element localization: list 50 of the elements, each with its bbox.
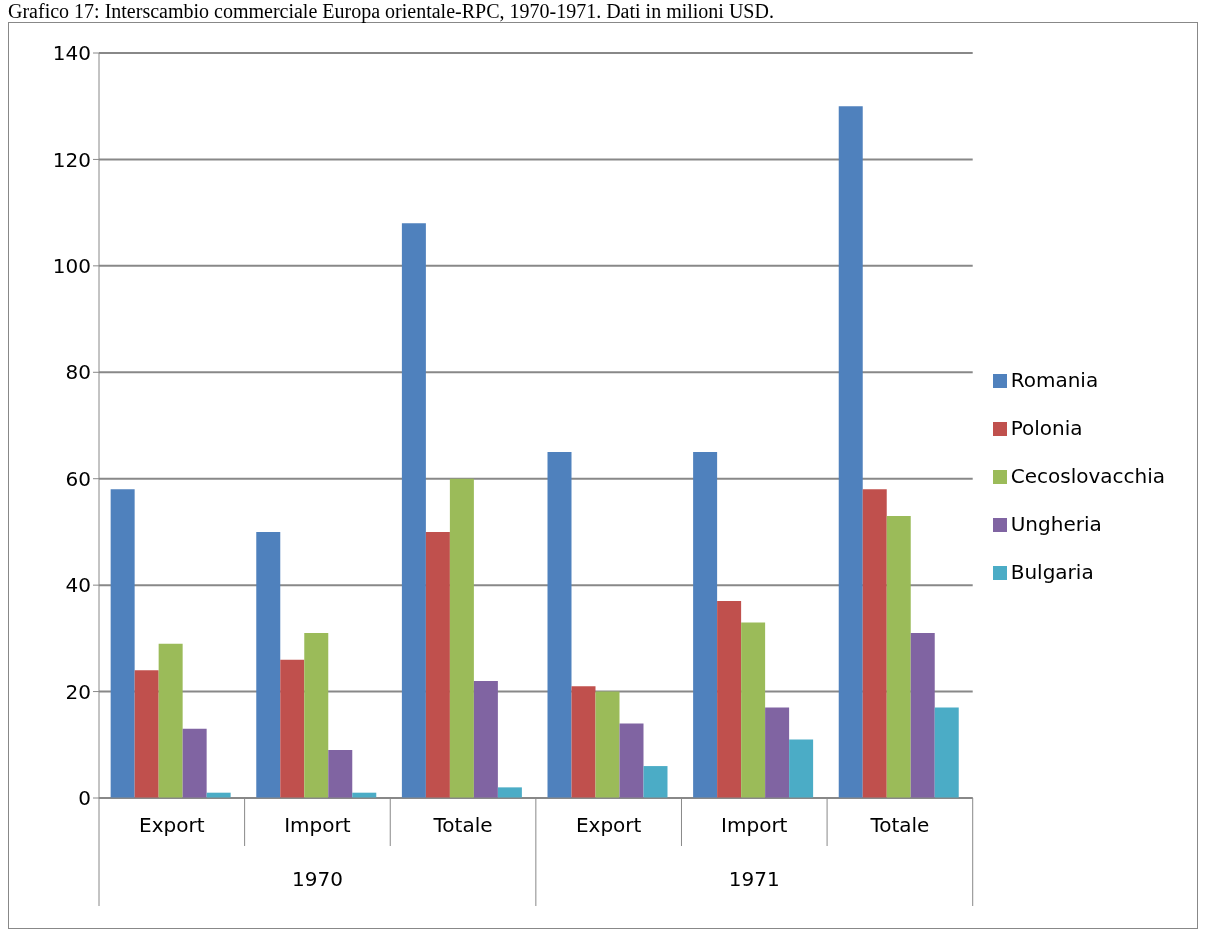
bar (741, 622, 766, 798)
bar (473, 680, 498, 798)
y-tick-label: 60 (65, 466, 91, 491)
y-tick-label: 120 (52, 147, 91, 172)
y-tick-label: 20 (65, 679, 91, 704)
bar (110, 489, 135, 798)
y-tick-label: 0 (78, 786, 91, 811)
bar (134, 670, 159, 798)
x-tick-label: Totale (869, 813, 930, 837)
bar (765, 707, 790, 798)
chart-title: Grafico 17: Interscambio commerciale Europa orientale-RPC, 1970-1971. Dati in milioni USD. (8, 0, 775, 22)
x-tick-label: Import (721, 813, 788, 837)
bar (619, 723, 644, 798)
bar (425, 531, 450, 798)
bar (497, 787, 522, 798)
bar (862, 489, 887, 798)
bar (547, 452, 572, 798)
bar (449, 478, 474, 798)
bar (256, 531, 281, 798)
bar (401, 223, 426, 798)
bar (934, 707, 959, 798)
legend-label: Ungheria (1010, 511, 1102, 536)
bar (182, 728, 207, 798)
bar (838, 106, 863, 798)
y-tick-label: 100 (52, 253, 91, 278)
bar (158, 643, 183, 798)
x-tick-label: Totale (432, 813, 493, 837)
bar (571, 686, 596, 798)
y-tick-label: 80 (65, 360, 91, 385)
legend-label: Polonia (1010, 415, 1083, 440)
x-tick-label: Export (139, 813, 205, 837)
legend-label: Bulgaria (1010, 559, 1094, 584)
bar (304, 633, 329, 798)
bar (280, 659, 305, 798)
bar (693, 452, 718, 798)
bar (910, 633, 935, 798)
legend-label: Cecoslovacchia (1010, 463, 1165, 488)
text: 1970 (291, 867, 343, 891)
bar (643, 766, 668, 798)
bar (595, 691, 620, 798)
x-tick-label: Import (284, 813, 351, 837)
bar (717, 601, 742, 798)
bar (789, 739, 814, 798)
bar (886, 515, 911, 798)
text: 1971 (728, 867, 780, 891)
x-tick-label: Export (575, 813, 642, 837)
y-tick-label: 140 (52, 41, 91, 66)
bar (328, 750, 353, 798)
legend-label: Romania (1010, 367, 1099, 392)
y-tick-label: 40 (65, 573, 91, 598)
